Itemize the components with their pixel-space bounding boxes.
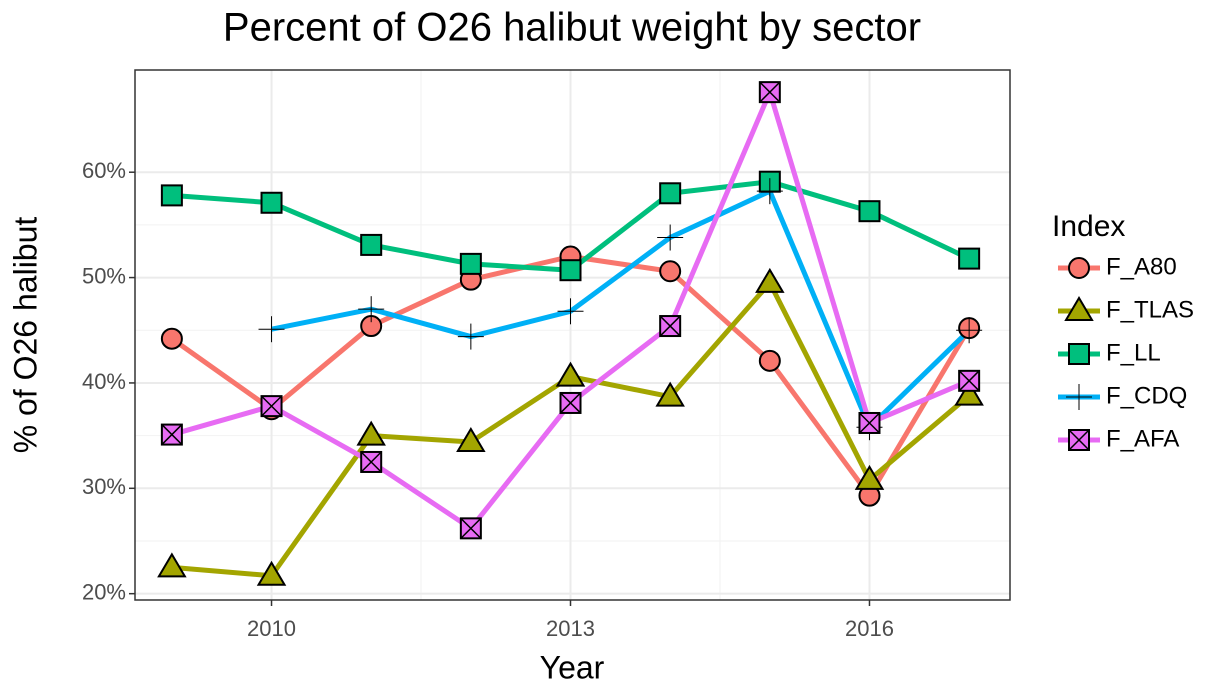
marker-shape xyxy=(360,451,382,473)
marker-shape xyxy=(659,315,681,337)
marker-shape xyxy=(256,560,287,586)
marker xyxy=(559,391,582,414)
marker-shape xyxy=(755,267,785,293)
marker xyxy=(858,200,881,223)
plot-border xyxy=(134,69,1011,601)
marker-shape xyxy=(958,370,980,392)
marker-shape xyxy=(659,260,682,283)
marker xyxy=(356,420,386,446)
marker-shape xyxy=(161,424,183,446)
marker xyxy=(160,327,183,350)
chart-title: Percent of O26 halibut weight by sector xyxy=(223,6,921,50)
marker xyxy=(258,316,285,343)
marker-shape xyxy=(1064,296,1094,321)
legend-label: F_CDQ xyxy=(1106,382,1187,409)
marker xyxy=(256,560,287,586)
marker xyxy=(260,395,283,418)
marker-shape xyxy=(858,200,881,223)
marker-shape xyxy=(456,426,486,452)
marker xyxy=(1068,257,1090,279)
marker-shape xyxy=(356,420,386,446)
marker xyxy=(260,191,283,214)
marker-shape xyxy=(459,252,482,275)
marker-shape xyxy=(1068,343,1090,365)
marker-shape xyxy=(1068,257,1090,279)
marker xyxy=(459,517,482,540)
marker xyxy=(1068,343,1090,365)
x-tick-label: 2016 xyxy=(845,616,894,641)
marker xyxy=(758,349,781,372)
marker xyxy=(1068,429,1090,451)
legend-label: F_A80 xyxy=(1106,253,1177,280)
marker xyxy=(659,260,682,283)
marker-shape xyxy=(160,327,183,350)
legend-label: F_AFA xyxy=(1106,425,1179,452)
marker xyxy=(954,380,984,406)
marker-shape xyxy=(261,395,283,417)
y-tick-label: 50% xyxy=(82,263,126,288)
y-tick-label: 20% xyxy=(82,579,126,604)
marker xyxy=(659,182,682,205)
marker-shape xyxy=(360,233,383,256)
marker xyxy=(655,381,685,407)
marker xyxy=(958,247,981,270)
marker xyxy=(956,317,983,344)
x-tick-label: 2010 xyxy=(247,616,296,641)
marker xyxy=(1066,384,1092,410)
marker xyxy=(157,552,187,578)
marker xyxy=(555,361,586,387)
marker-shape xyxy=(559,392,582,414)
marker-shape xyxy=(160,184,183,207)
marker-shape xyxy=(460,517,482,539)
marker-shape xyxy=(260,191,283,214)
legend-label: F_LL xyxy=(1106,339,1161,366)
marker-shape xyxy=(758,349,781,372)
marker-shape xyxy=(555,361,586,387)
marker xyxy=(758,81,781,104)
marker xyxy=(1064,296,1094,321)
marker xyxy=(358,296,385,323)
marker-shape xyxy=(157,552,187,578)
marker-shape xyxy=(858,412,881,434)
x-tick-label: 2013 xyxy=(546,616,595,641)
marker xyxy=(854,464,885,490)
marker-shape xyxy=(854,464,885,490)
marker-shape xyxy=(659,182,682,205)
marker xyxy=(755,267,785,293)
marker xyxy=(459,252,482,275)
marker xyxy=(756,178,783,205)
marker-shape xyxy=(655,381,685,407)
y-axis-label: % of O26 halibut xyxy=(7,217,43,454)
marker xyxy=(559,259,582,282)
marker xyxy=(659,315,682,338)
marker-shape xyxy=(954,380,984,406)
marker xyxy=(557,298,584,325)
y-tick-label: 40% xyxy=(82,369,126,394)
marker xyxy=(456,426,486,452)
marker xyxy=(360,450,383,473)
legend-label: F_TLAS xyxy=(1106,296,1194,323)
marker xyxy=(858,411,881,434)
marker-shape xyxy=(958,247,981,270)
marker xyxy=(457,323,484,350)
y-tick-label: 60% xyxy=(82,158,126,183)
x-axis-label: Year xyxy=(540,649,605,685)
marker xyxy=(958,369,981,392)
marker xyxy=(657,224,684,251)
y-tick-label: 30% xyxy=(82,474,126,499)
marker xyxy=(160,423,183,446)
marker-shape xyxy=(559,259,582,282)
legend-title: Index xyxy=(1052,210,1125,243)
marker xyxy=(360,233,383,256)
series-line xyxy=(271,188,971,430)
marker-shape xyxy=(1068,429,1090,451)
marker-shape xyxy=(759,81,781,103)
marker xyxy=(160,184,183,207)
